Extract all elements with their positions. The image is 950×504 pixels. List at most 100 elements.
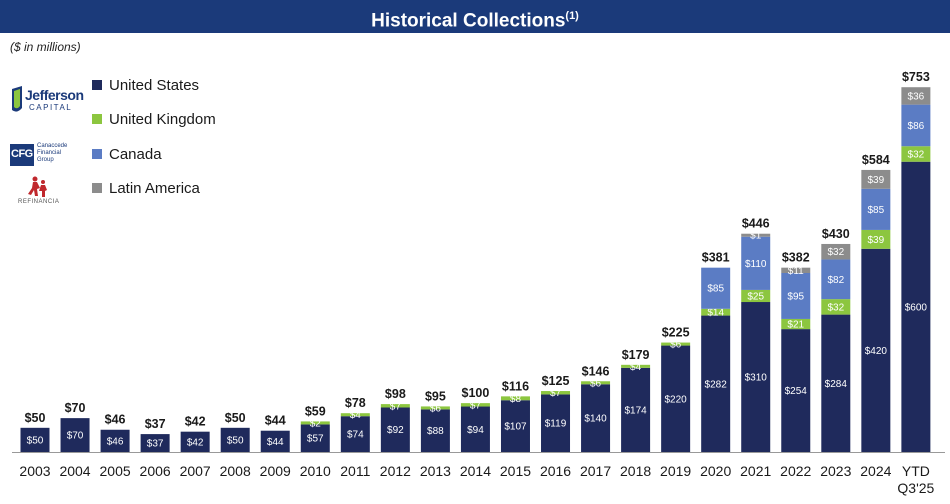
bar-segment-canada-ytd-q3-25 (901, 104, 931, 147)
segment-label-latam-2023: $32 (827, 247, 844, 258)
x-tick-label-2011: 2011 (340, 463, 370, 479)
x-tick-label-2014: 2014 (460, 463, 491, 479)
segment-label-uk-2016: $7 (550, 388, 562, 399)
x-tick-label-2020: 2020 (700, 463, 731, 479)
x-tick-label-2015: 2015 (500, 463, 531, 479)
cfg-logo-line1: Canaccede (37, 143, 68, 149)
segment-label-uk-2011: $4 (350, 410, 362, 421)
bar-segment-uk-2023 (821, 299, 851, 315)
total-label-2023: $430 (822, 227, 850, 241)
x-tick-label-2016: 2016 (540, 463, 571, 479)
jefferson-logo-line1: Jefferson (25, 87, 84, 103)
bar-segment-canada-2023 (821, 259, 851, 300)
bar-segment-us-2004 (60, 418, 90, 452)
total-label-2004: $70 (65, 401, 86, 415)
title-bar: Historical Collections(1) (0, 0, 950, 33)
cfg-logo-line2: Financial (37, 150, 62, 156)
bar-segment-us-2009 (260, 430, 290, 452)
segment-label-canada-2022: $95 (787, 291, 804, 302)
total-label-2013: $95 (425, 389, 446, 403)
segment-label-latam-2022: $11 (788, 266, 804, 277)
legend-label-canada: Canada (109, 145, 162, 163)
bar-segment-uk-2016 (541, 391, 571, 395)
bar-segment-uk-2014 (460, 403, 490, 407)
legend-label-us: United States (109, 76, 200, 94)
legend-item-us: United States (92, 75, 199, 95)
total-label-2021: $446 (742, 217, 770, 231)
cfg-logo-line3: Group (37, 157, 54, 163)
bar-segment-us-2023 (821, 314, 851, 452)
x-tick-label-2023: 2023 (820, 463, 851, 479)
total-label-2014: $100 (462, 386, 490, 400)
x-tick-label-2013: 2013 (420, 463, 451, 479)
segment-label-us-2003: $50 (27, 435, 44, 446)
x-tick-label-2006: 2006 (140, 463, 171, 479)
total-label-2011: $78 (345, 396, 366, 410)
segment-label-canada-2021: $110 (745, 259, 767, 270)
segment-label-uk-2014: $7 (470, 400, 482, 411)
legend-swatch-uk (92, 114, 102, 124)
bar-segment-uk-2024 (861, 229, 891, 249)
segment-label-us-2022: $254 (785, 386, 808, 397)
x-tick-label-2024: 2024 (860, 463, 891, 479)
total-label-2024: $584 (862, 153, 890, 167)
x-tick-label-ytd-q3-25: YTD Q3'25 (897, 463, 934, 496)
segment-label-canada-2023: $82 (827, 275, 844, 286)
segment-label-us-2018: $174 (624, 405, 647, 416)
bar-segment-us-2017 (581, 384, 611, 452)
bar-segment-uk-2020 (701, 308, 731, 316)
segment-label-latam-2024: $39 (867, 175, 884, 186)
x-tick-label-2022: 2022 (780, 463, 811, 479)
legend-label-latam: Latin America (109, 179, 200, 197)
segment-label-latam-2021: $1 (750, 231, 762, 242)
bar-segment-uk-2013 (420, 406, 450, 410)
jefferson-logo-line2: CAPITAL (29, 103, 73, 112)
segment-label-canada-2024: $85 (867, 205, 884, 216)
segment-label-us-2016: $119 (545, 419, 567, 430)
bar-segment-latam-2023 (821, 243, 851, 260)
total-label-2009: $44 (265, 414, 286, 428)
segment-label-uk-2013: $6 (430, 403, 442, 414)
legend-swatch-canada (92, 149, 102, 159)
total-label-2017: $146 (582, 364, 610, 378)
x-tick-label-2008: 2008 (220, 463, 251, 479)
jefferson-shield-icon (12, 86, 22, 112)
segment-label-uk-2015: $8 (510, 394, 522, 405)
segment-label-canada-2020: $85 (707, 284, 724, 295)
bar-segment-us-2024 (861, 248, 891, 452)
segment-label-us-2006: $37 (147, 439, 164, 450)
bar-segment-latam-2022 (781, 267, 811, 273)
total-label-2007: $42 (185, 415, 206, 429)
bar-segment-us-2013 (420, 409, 450, 452)
refinancia-figures-icon (28, 176, 47, 197)
bar-segment-us-2003 (20, 427, 50, 452)
refinancia-logo-text: REFINANCIA (18, 199, 60, 205)
chart-title: Historical Collections (371, 10, 566, 32)
cfg-logo: CFG Canaccede Financial Group (10, 143, 88, 166)
total-label-2016: $125 (542, 374, 570, 388)
segment-label-us-2019: $220 (665, 394, 688, 405)
segment-label-uk-2021: $25 (747, 291, 764, 302)
bar-segment-us-2008 (220, 427, 250, 452)
bar-segment-latam-2021 (741, 233, 771, 237)
bar-segment-us-2006 (140, 434, 170, 452)
refinancia-logo: REFINANCIA (10, 176, 70, 208)
segment-label-us-2021: $310 (745, 373, 768, 384)
x-tick-label-2018: 2018 (620, 463, 651, 479)
bar-segment-us-2021 (741, 302, 771, 452)
x-tick-label-2010: 2010 (300, 463, 331, 479)
x-tick-label-2007: 2007 (180, 463, 211, 479)
total-label-ytd-q3-25: $753 (902, 70, 930, 84)
segment-label-uk-2024: $39 (867, 235, 884, 246)
cfg-logo-abbr: CFG (11, 148, 33, 160)
segment-label-us-2010: $57 (307, 434, 324, 445)
segment-label-uk-2010: $2 (310, 418, 322, 429)
segment-label-us-2005: $46 (107, 436, 124, 447)
total-label-2010: $59 (305, 404, 326, 418)
total-label-2020: $381 (702, 251, 730, 265)
legend-item-canada: Canada (92, 144, 162, 164)
segment-label-us-2008: $50 (227, 435, 244, 446)
segment-label-uk-2020: $14 (707, 308, 724, 319)
segment-label-us-2011: $74 (347, 430, 364, 441)
bar-segment-us-2012 (380, 407, 410, 452)
